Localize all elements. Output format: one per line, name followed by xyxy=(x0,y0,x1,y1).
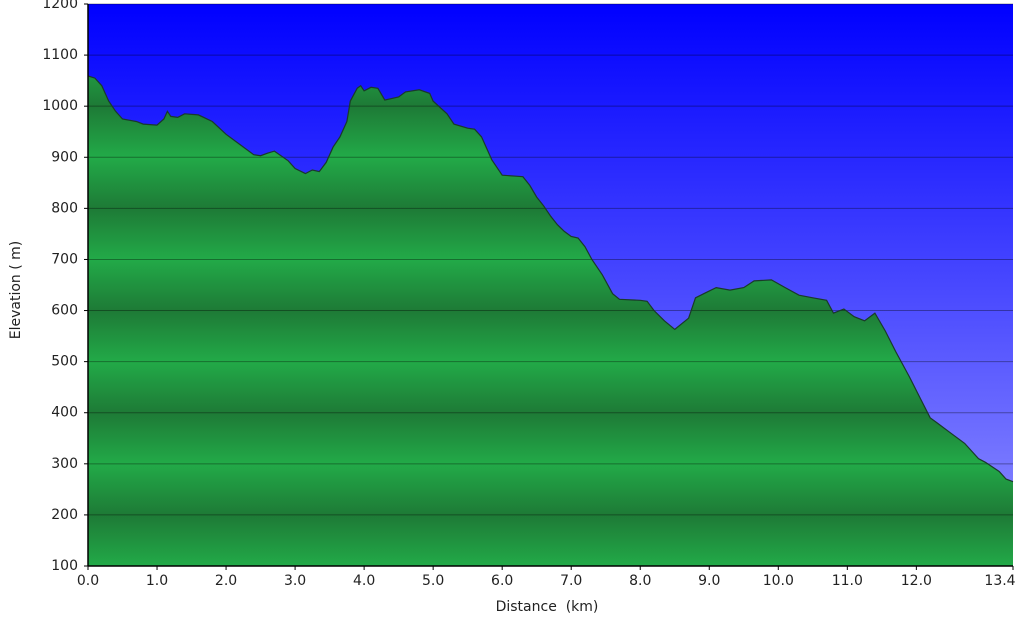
y-tick-label: 800 xyxy=(51,200,78,216)
x-tick-label: 8.0 xyxy=(629,573,651,589)
y-tick-label: 600 xyxy=(51,303,78,319)
x-tick-label: 13.4 xyxy=(984,573,1015,589)
elevation-area xyxy=(88,76,1013,566)
x-tick-label: 7.0 xyxy=(560,573,582,589)
x-tick-label: 12.0 xyxy=(901,573,932,589)
y-tick-label: 1000 xyxy=(42,98,78,114)
y-axis-title: Elevation ( m) xyxy=(8,241,24,340)
x-axis-title: Distance (km) xyxy=(496,599,599,615)
y-tick-label: 1200 xyxy=(42,0,78,12)
y-tick-label: 100 xyxy=(51,558,78,574)
y-tick-label: 200 xyxy=(51,507,78,523)
y-tick-label: 500 xyxy=(51,354,78,370)
x-tick-label: 3.0 xyxy=(284,573,306,589)
x-tick-label: 0.0 xyxy=(77,573,99,589)
x-tick-label: 11.0 xyxy=(832,573,863,589)
x-tick-label: 5.0 xyxy=(422,573,444,589)
x-tick-label: 2.0 xyxy=(215,573,237,589)
elevation-line xyxy=(87,75,1014,483)
x-tick-label: 10.0 xyxy=(763,573,794,589)
x-tick-label: 6.0 xyxy=(491,573,513,589)
y-tick-label: 900 xyxy=(51,149,78,165)
x-tick-label: 4.0 xyxy=(353,573,375,589)
y-tick-label: 300 xyxy=(51,456,78,472)
x-tick-label: 9.0 xyxy=(698,573,720,589)
y-tick-label: 700 xyxy=(51,251,78,267)
y-tick-label: 1100 xyxy=(42,47,78,63)
y-tick-label: 400 xyxy=(51,405,78,421)
x-tick-label: 1.0 xyxy=(146,573,168,589)
